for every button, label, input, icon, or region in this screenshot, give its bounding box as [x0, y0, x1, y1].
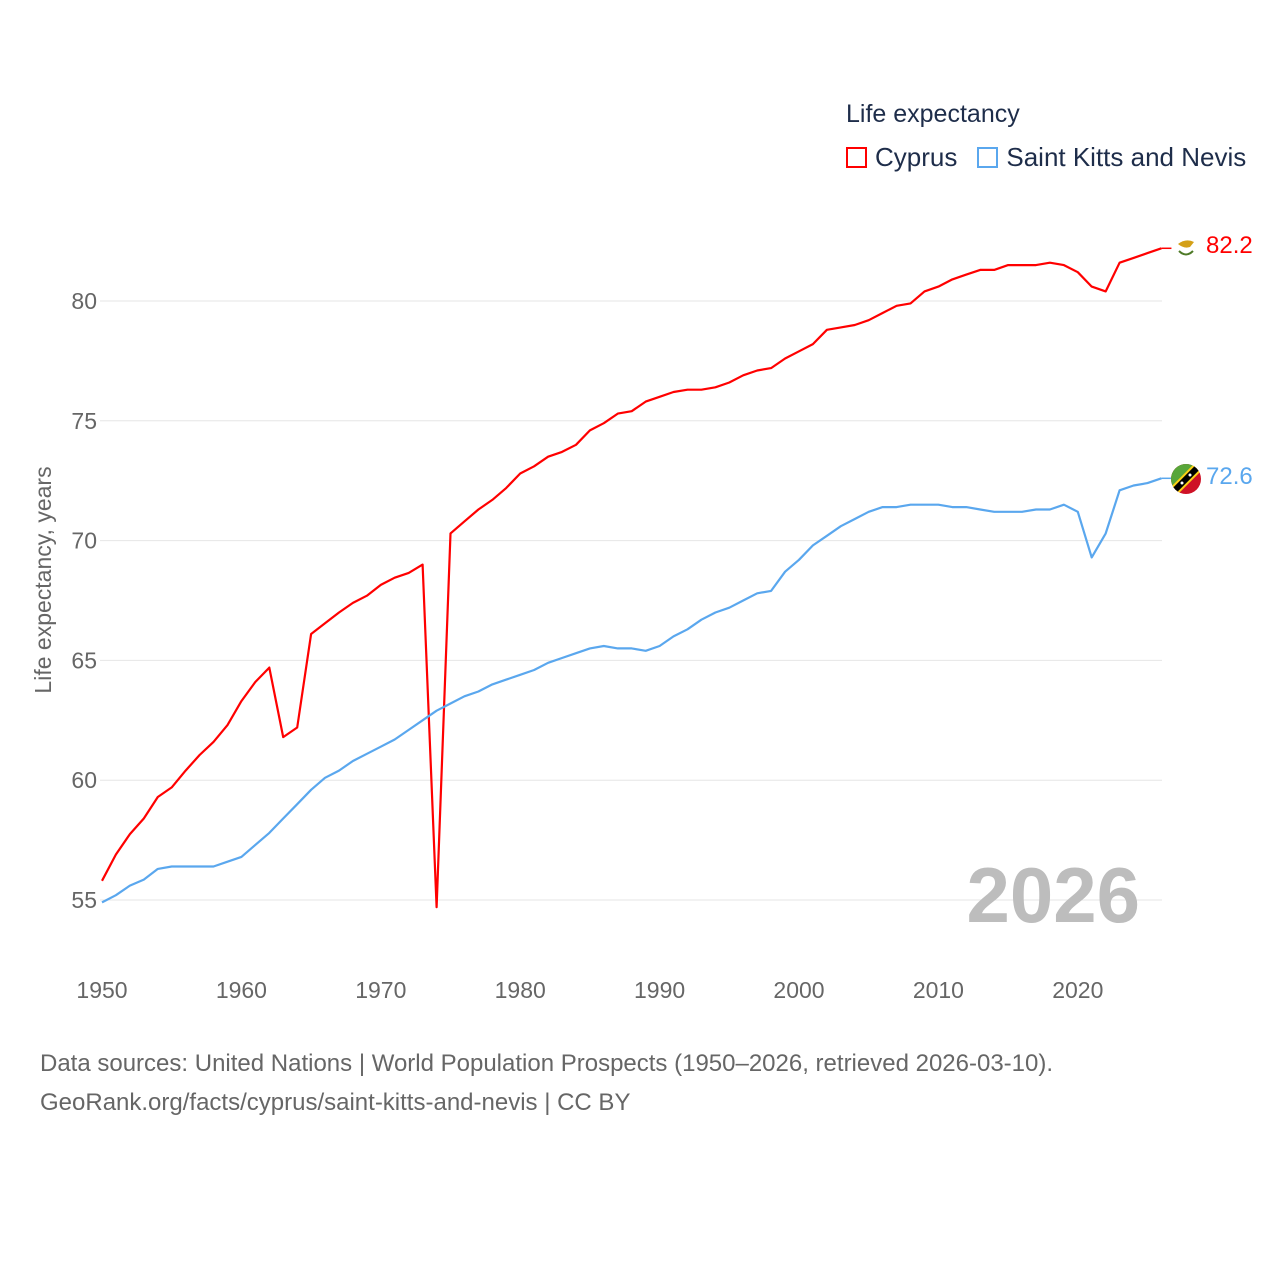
- source-line-2[interactable]: GeoRank.org/facts/cyprus/saint-kitts-and…: [40, 1089, 631, 1116]
- x-tick-label: 2020: [1052, 977, 1103, 1003]
- x-tick-label: 1960: [216, 977, 267, 1003]
- y-tick-label: 60: [71, 767, 97, 793]
- legend-swatch-saint-kitts: [977, 147, 999, 168]
- legend-label: Cyprus: [875, 142, 958, 172]
- legend-title: Life expectancy: [846, 100, 1020, 128]
- cyprus-flag-icon: [1174, 236, 1198, 260]
- source-note: Data sources: United Nations | World Pop…: [40, 1044, 1053, 1122]
- series-line-cyprus: [101, 247, 1162, 909]
- legend-item-saint-kitts-and-nevis[interactable]: Saint Kitts and Nevis: [977, 142, 1246, 173]
- y-tick-label: 65: [71, 647, 97, 673]
- x-tick-label: 2000: [773, 977, 824, 1003]
- current-year-annotation: 2026: [966, 851, 1140, 939]
- legend: Cyprus Saint Kitts and Nevis: [846, 142, 1266, 173]
- series-line-saint-kitts-and-nevis: [101, 477, 1162, 904]
- x-tick-label: 1980: [495, 977, 546, 1003]
- y-tick-label: 80: [71, 288, 97, 314]
- y-axis-label: Life expectancy, years: [30, 466, 56, 693]
- x-tick-label: 2010: [913, 977, 964, 1003]
- y-tick-label: 70: [71, 528, 97, 554]
- source-line-1: Data sources: United Nations | World Pop…: [40, 1050, 1054, 1077]
- y-tick-label: 55: [71, 887, 97, 913]
- legend-swatch-cyprus: [846, 147, 867, 168]
- cyprus-end-label: 82.2: [1206, 232, 1253, 259]
- legend-label: Saint Kitts and Nevis: [1006, 142, 1247, 172]
- x-tick-label: 1970: [355, 977, 406, 1003]
- saint-kitts-and-nevis-flag-icon: [1171, 464, 1201, 494]
- x-tick-label: 1950: [76, 977, 127, 1003]
- y-tick-label: 75: [71, 408, 97, 434]
- legend-item-cyprus[interactable]: Cyprus: [846, 142, 957, 173]
- x-tick-label: 1990: [634, 977, 685, 1003]
- saint-kitts-end-label: 72.6: [1206, 463, 1253, 490]
